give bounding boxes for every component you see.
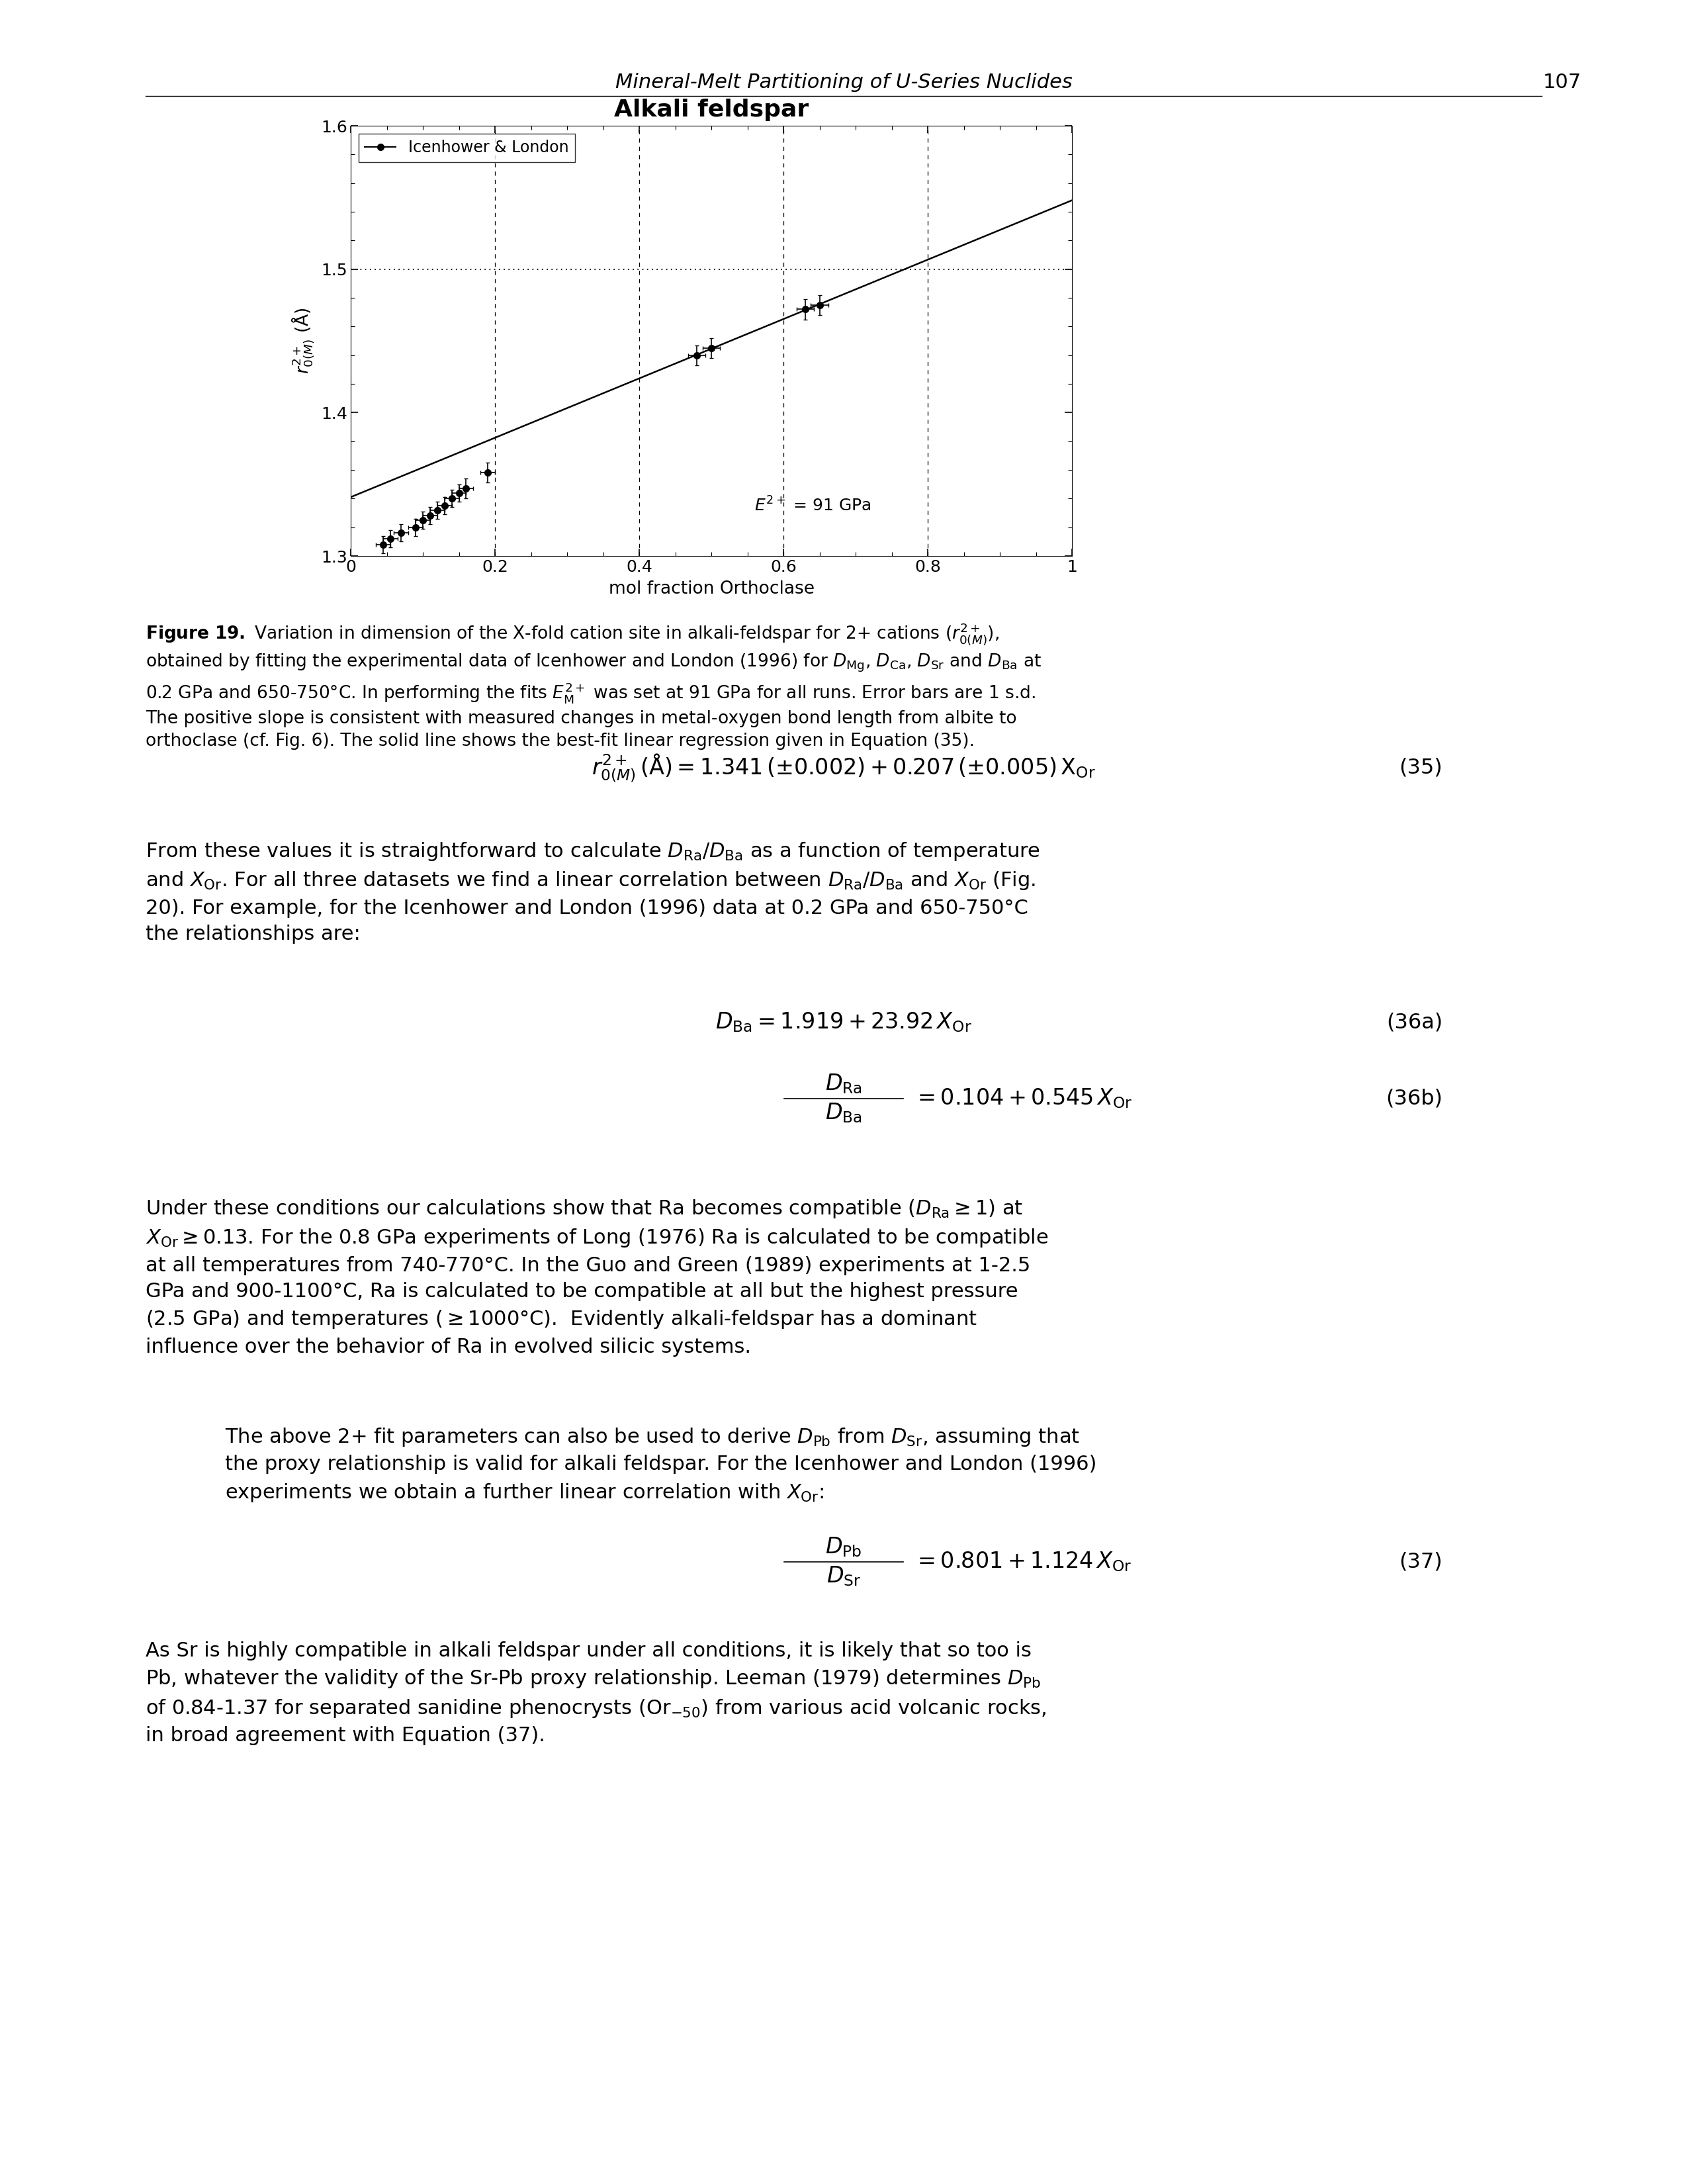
Text: The above 2+ fit parameters can also be used to derive $D_{\rm Pb}$ from $D_{\rm: The above 2+ fit parameters can also be … [225, 1426, 1097, 1503]
Text: $\bf{Figure\ 19.}$ Variation in dimension of the X-fold cation site in alkali-fe: $\bf{Figure\ 19.}$ Variation in dimensio… [145, 622, 1041, 749]
Text: From these values it is straightforward to calculate $D_{\rm Ra}/D_{\rm Ba}$ as : From these values it is straightforward … [145, 841, 1040, 943]
Y-axis label: $r^{2+}_{0(M)}$ ($\rm\AA$): $r^{2+}_{0(M)}$ ($\rm\AA$) [290, 308, 316, 373]
Text: 107: 107 [1543, 72, 1582, 92]
Text: $E^{2+}$ = 91 GPa: $E^{2+}$ = 91 GPa [755, 496, 871, 515]
Text: $D_{\rm Sr}$: $D_{\rm Sr}$ [827, 1566, 861, 1588]
Text: (36b): (36b) [1386, 1088, 1443, 1109]
Title: Alkali feldspar: Alkali feldspar [614, 98, 809, 120]
Text: $D_{\rm Ba}$: $D_{\rm Ba}$ [825, 1101, 863, 1125]
Text: $D_{\rm Ba} = 1.919 + 23.92\,X_{\rm Or}$: $D_{\rm Ba} = 1.919 + 23.92\,X_{\rm Or}$ [716, 1011, 972, 1033]
Text: As Sr is highly compatible in alkali feldspar under all conditions, it is likely: As Sr is highly compatible in alkali fel… [145, 1642, 1047, 1745]
Text: Under these conditions our calculations show that Ra becomes compatible ($D_{\rm: Under these conditions our calculations … [145, 1197, 1048, 1356]
Legend: Icenhower & London: Icenhower & London [358, 133, 576, 162]
Text: $D_{\rm Pb}$: $D_{\rm Pb}$ [825, 1535, 863, 1559]
Text: (35): (35) [1399, 758, 1443, 778]
Text: Mineral-Melt Partitioning of U-Series Nuclides: Mineral-Melt Partitioning of U-Series Nu… [616, 72, 1072, 92]
Text: $= 0.801 + 1.124\,X_{\rm Or}$: $= 0.801 + 1.124\,X_{\rm Or}$ [913, 1551, 1133, 1572]
Text: $r^{2+}_{0(M)}\,(\rm\AA) = 1.341\,(\pm0.002) + 0.207\,(\pm0.005)\,X_{\rm Or}$: $r^{2+}_{0(M)}\,(\rm\AA) = 1.341\,(\pm0.… [591, 751, 1096, 784]
Text: $D_{\rm Ra}$: $D_{\rm Ra}$ [825, 1072, 863, 1096]
Text: (36a): (36a) [1386, 1011, 1443, 1033]
Text: (37): (37) [1399, 1551, 1443, 1572]
X-axis label: mol fraction Orthoclase: mol fraction Orthoclase [608, 581, 814, 598]
Text: $= 0.104 + 0.545\,X_{\rm Or}$: $= 0.104 + 0.545\,X_{\rm Or}$ [913, 1088, 1133, 1109]
